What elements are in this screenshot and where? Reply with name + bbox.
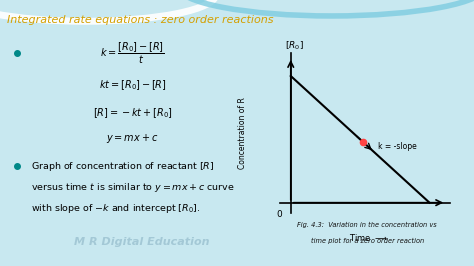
Text: k = -slope: k = -slope [378,142,417,151]
Text: 0: 0 [277,210,283,219]
Text: M R Digital Education: M R Digital Education [74,237,210,247]
Text: Graph of concentration of reactant $[R]$: Graph of concentration of reactant $[R]$ [31,160,214,173]
Text: $k = \dfrac{[R_0]-[R]}{t}$: $k = \dfrac{[R_0]-[R]}{t}$ [100,41,165,66]
Text: $[R] = -kt + [R_0]$: $[R] = -kt + [R_0]$ [93,106,173,120]
Text: $kt = [R_0] - [R]$: $kt = [R_0] - [R]$ [99,78,167,92]
Text: Time $\longrightarrow$: Time $\longrightarrow$ [349,232,388,243]
Text: with slope of $-k$ and intercept $[R_0]$.: with slope of $-k$ and intercept $[R_0]$… [31,202,201,215]
Text: Fig. 4.3:  Variation in the concentration vs: Fig. 4.3: Variation in the concentration… [298,222,437,228]
Text: $[R_0]$: $[R_0]$ [285,39,303,52]
Text: versus time $t$ is similar to $y = mx + c$ curve: versus time $t$ is similar to $y = mx + … [31,181,235,194]
Text: Integrated rate equations : zero order reactions: Integrated rate equations : zero order r… [7,15,273,25]
Text: Concentration of R: Concentration of R [237,97,246,169]
Text: $y = mx + c$: $y = mx + c$ [107,132,159,145]
Text: time plot for a zero order reaction: time plot for a zero order reaction [311,238,424,244]
